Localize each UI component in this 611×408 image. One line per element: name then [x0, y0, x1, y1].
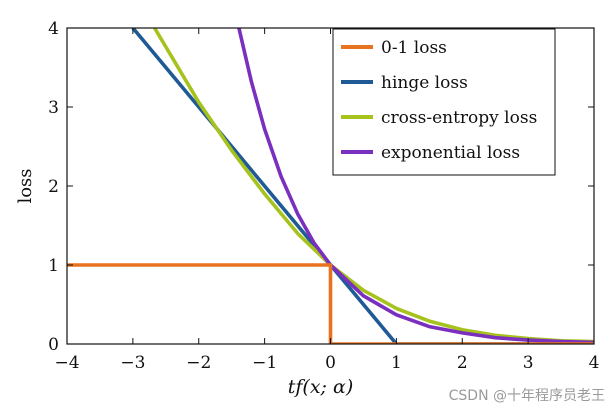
x-tick-label: 2 [457, 353, 468, 373]
y-tick-label: 4 [48, 19, 59, 39]
x-tick-label: 0 [325, 353, 336, 373]
x-tick-label: −4 [54, 353, 79, 373]
series-line-exponential-loss [237, 28, 594, 344]
legend-label: cross-entropy loss [381, 108, 537, 128]
y-axis-label: loss [15, 168, 36, 203]
series-line-0-1-loss [67, 263, 594, 344]
legend-label: hinge loss [381, 73, 468, 93]
y-tick-label: 0 [48, 335, 59, 355]
y-tick-label: 3 [48, 98, 59, 118]
y-tick-label: 2 [48, 177, 59, 197]
plot-lines [67, 28, 594, 344]
tick-labels: −4 −3 −2 −1 0 1 2 3 4 0 1 2 3 4 [48, 19, 599, 373]
x-axis-label: tf(x; α) [288, 376, 353, 398]
watermark: CSDN @十年程序员老王 [448, 388, 605, 404]
legend-label: exponential loss [381, 143, 520, 163]
y-tick-label: 1 [48, 256, 59, 276]
x-tick-label: −1 [252, 353, 277, 373]
x-tick-label: −2 [186, 353, 211, 373]
x-tick-label: 4 [589, 353, 600, 373]
x-tick-label: 1 [391, 353, 402, 373]
legend-label: 0-1 loss [381, 38, 447, 58]
x-tick-label: −3 [120, 353, 145, 373]
legend: 0-1 loss hinge loss cross-entropy loss expo… [332, 28, 556, 176]
x-tick-label: 3 [523, 353, 534, 373]
